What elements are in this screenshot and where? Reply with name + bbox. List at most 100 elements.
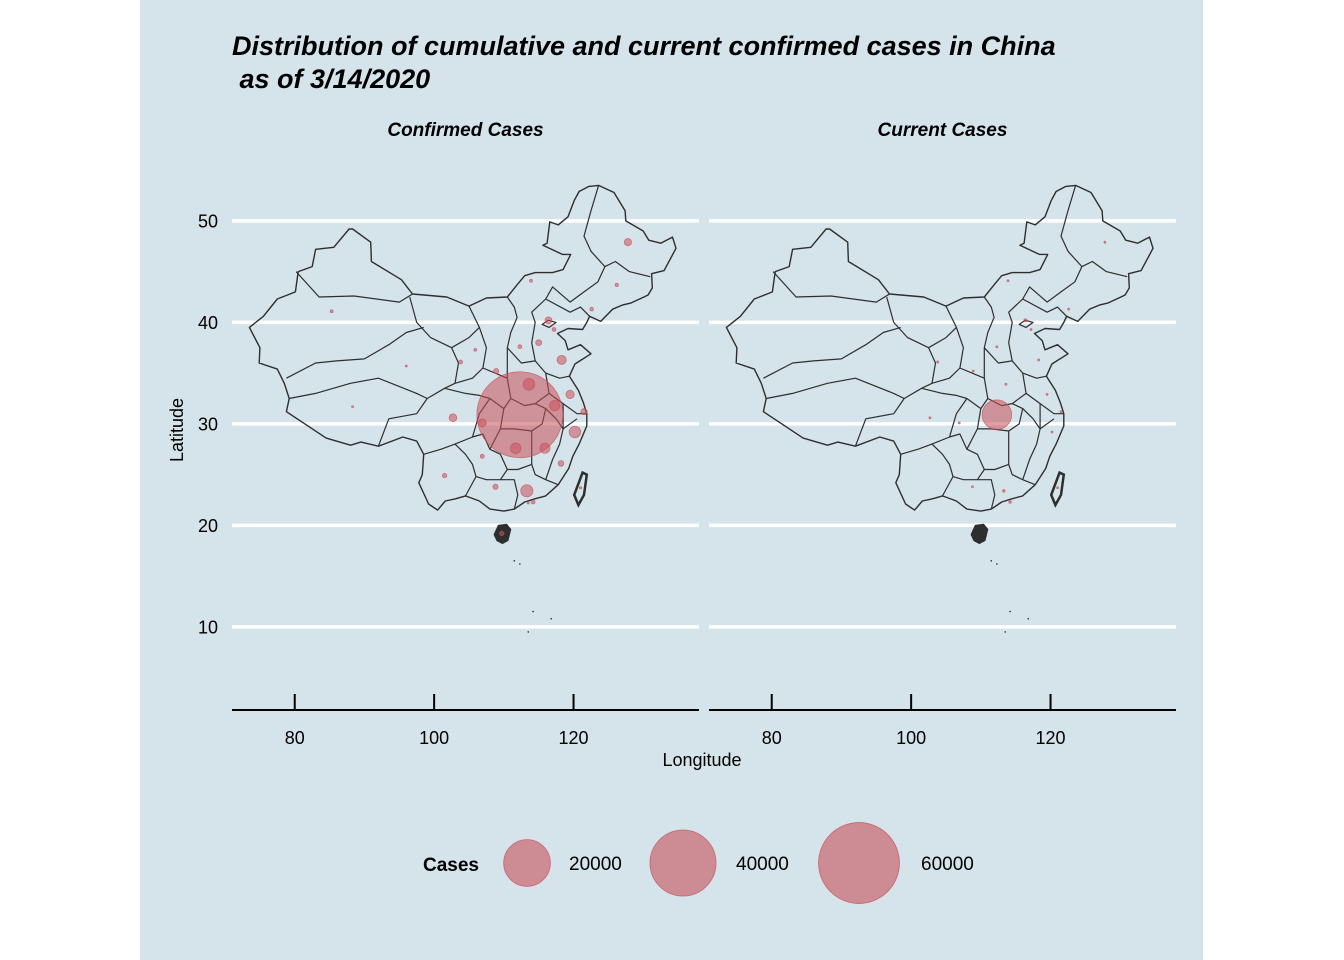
case-bubble <box>529 278 533 283</box>
province-boundary <box>377 382 456 447</box>
x-tick-label: 120 <box>1036 728 1066 748</box>
case-bubble <box>971 485 974 489</box>
province-boundary <box>295 271 413 303</box>
province-boundary <box>541 319 557 328</box>
case-bubble <box>568 425 582 439</box>
y-tick-label: 30 <box>198 414 218 434</box>
case-bubble <box>442 473 448 479</box>
province-boundary <box>1022 418 1055 480</box>
case-bubble <box>556 354 567 365</box>
case-bubble <box>1006 279 1010 283</box>
small-island <box>550 617 553 620</box>
panel-current-cases <box>725 184 1154 633</box>
province-boundary <box>1011 360 1027 405</box>
case-bubble <box>928 416 932 420</box>
small-island <box>990 560 993 562</box>
province-boundary <box>1022 403 1041 430</box>
case-bubble <box>1056 486 1059 490</box>
province-boundary <box>983 296 995 379</box>
case-bubble <box>1050 430 1054 434</box>
case-bubble <box>1004 382 1008 386</box>
case-bubble <box>1059 410 1063 414</box>
small-island <box>527 631 530 633</box>
x-tick-label: 80 <box>285 728 305 748</box>
small-island <box>1027 617 1030 620</box>
province-boundary <box>507 463 532 471</box>
province-boundary <box>928 326 964 384</box>
chart-title-line2: as of 3/14/2020 <box>232 64 430 94</box>
x-tick-label: 120 <box>559 728 589 748</box>
province-boundary <box>763 326 901 379</box>
x-tick-label: 100 <box>419 728 449 748</box>
case-bubble <box>1067 307 1071 311</box>
case-bubble <box>473 347 478 352</box>
case-bubble <box>549 399 561 412</box>
case-bubble <box>614 282 619 287</box>
y-tick-label: 40 <box>198 313 218 333</box>
legend-bubble <box>649 829 717 897</box>
y-tick-label: 10 <box>198 617 218 637</box>
legend-label: 20000 <box>569 854 622 875</box>
chart-title-line1: Distribution of cumulative and current c… <box>232 31 1056 61</box>
x-tick-label: 80 <box>762 728 782 748</box>
country-outline <box>725 184 1154 512</box>
case-bubble <box>565 389 575 399</box>
legend-label: 40000 <box>736 854 789 875</box>
province-boundary <box>984 463 1009 471</box>
x-tick-label: 100 <box>896 728 926 748</box>
case-bubble <box>492 483 499 490</box>
y-axis-label: Latitude <box>167 398 187 462</box>
case-bubble <box>981 399 1013 430</box>
small-island <box>1009 610 1011 613</box>
y-tick-label: 20 <box>198 516 218 536</box>
facet-label-current: Current Cases <box>878 120 1008 141</box>
case-bubble <box>522 377 536 391</box>
case-bubbles <box>329 238 632 536</box>
legend-bubble <box>818 822 900 904</box>
case-bubble <box>477 418 487 428</box>
case-bubble <box>551 327 557 332</box>
case-bubble <box>589 306 594 312</box>
case-bubble <box>557 460 565 467</box>
province-boundary <box>545 418 578 480</box>
case-bubble <box>1103 240 1107 244</box>
case-bubble <box>448 413 458 422</box>
y-gridlines <box>232 219 1176 629</box>
case-bubble <box>580 408 588 416</box>
case-bubble <box>517 344 523 350</box>
case-bubble <box>458 359 463 365</box>
case-bubble <box>510 442 522 454</box>
case-bubble <box>623 238 632 247</box>
small-island <box>1004 631 1007 633</box>
small-island <box>996 563 998 565</box>
province-boundary <box>854 382 933 447</box>
y-axis-ticks: 10 20 30 40 50 <box>198 211 218 637</box>
case-bubble <box>499 530 505 536</box>
province-boundary <box>959 367 989 409</box>
province-boundary <box>948 397 982 450</box>
case-bubble <box>476 371 564 459</box>
province-boundary <box>451 326 487 384</box>
case-bubble <box>535 339 543 347</box>
small-island <box>532 610 534 613</box>
x-axes: 80 100 120 80 100 120 <box>232 694 1176 748</box>
plot-background <box>140 0 1203 960</box>
province-boundary <box>886 296 937 384</box>
province-boundary <box>468 305 480 328</box>
province-boundary <box>766 377 905 400</box>
legend-label: 60000 <box>921 854 974 875</box>
case-bubble <box>971 369 975 373</box>
province-boundary <box>545 298 591 317</box>
province-boundary <box>506 260 651 364</box>
x-axis-label: Longitude <box>662 750 741 770</box>
taiwan-island <box>1049 470 1066 508</box>
taiwan-island <box>572 470 589 508</box>
province-boundary <box>772 271 890 303</box>
case-bubble <box>1045 393 1049 396</box>
small-island <box>513 560 516 562</box>
province-boundary <box>1018 319 1034 328</box>
legend-title: Cases <box>423 855 479 876</box>
panel-confirmed-cases <box>248 184 677 633</box>
province-boundary <box>1022 372 1047 379</box>
